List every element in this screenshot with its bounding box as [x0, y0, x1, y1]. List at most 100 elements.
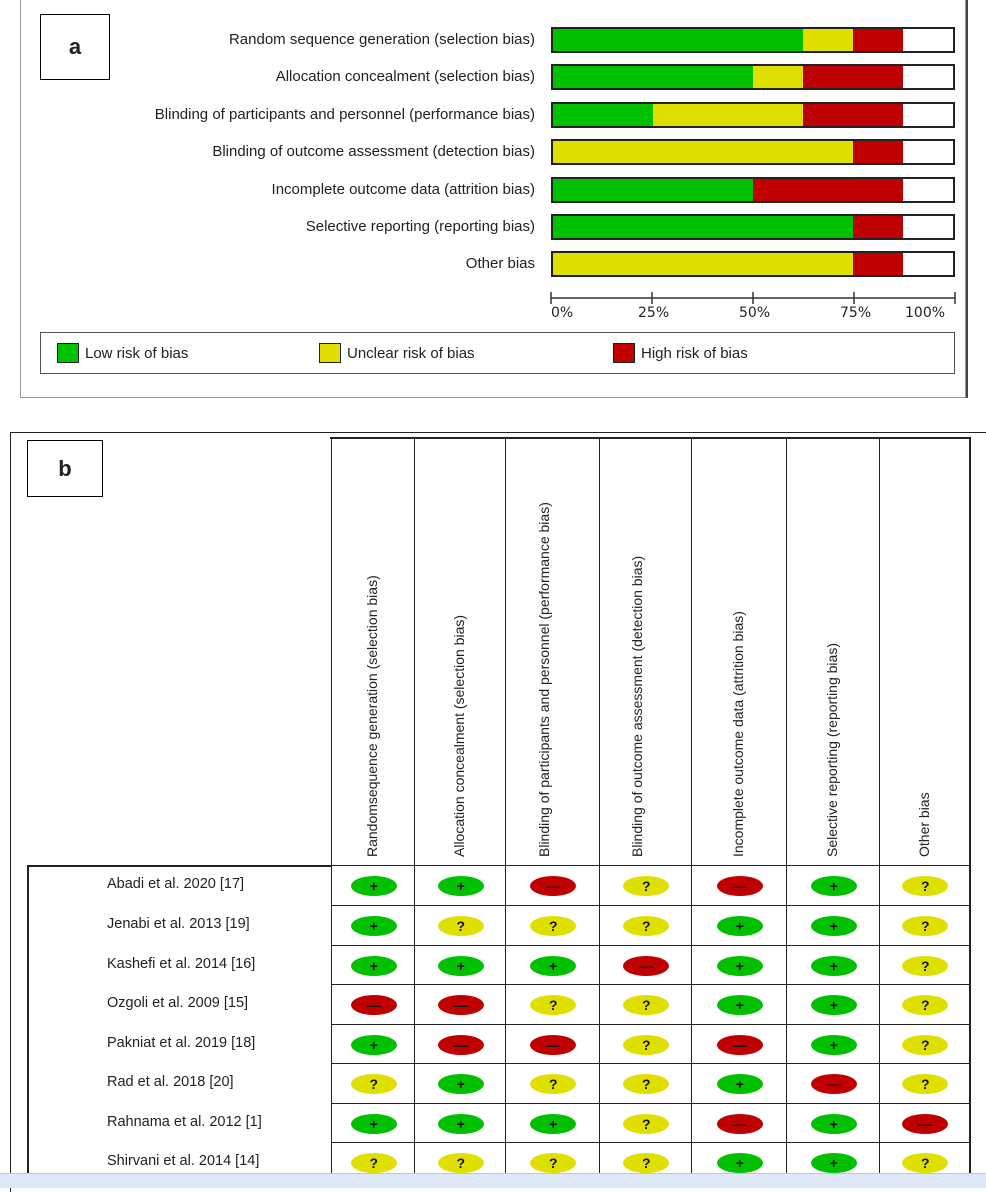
rating-cell: ? [414, 1142, 507, 1184]
bar-segment-unclear [553, 141, 853, 164]
rating-cell: ? [879, 984, 971, 1026]
low-risk-icon: + [437, 1113, 484, 1134]
rating-cell: + [786, 984, 881, 1026]
unclear-risk-icon: ? [350, 1074, 397, 1095]
rating-cell: + [786, 945, 881, 986]
panel-b [10, 432, 986, 1192]
low-risk-icon: + [350, 916, 397, 937]
rating-cell: + [691, 1063, 788, 1105]
unclear-risk-icon: ? [623, 1113, 670, 1134]
stacked-bar [551, 214, 955, 240]
legend-swatch [57, 343, 79, 363]
low-risk-icon: + [810, 1113, 857, 1134]
column-header-label: Blinding of participants and personnel (… [535, 502, 552, 857]
bar-segment-low [553, 103, 653, 126]
column-header-label: Randomsequence generation (selection bia… [364, 575, 380, 857]
rating-cell: + [786, 865, 881, 907]
rating-cell: + [786, 1024, 881, 1065]
study-label: Kashefi et al. 2014 [16] [107, 956, 256, 972]
domain-label: Blinding of participants and personnel (… [154, 105, 535, 123]
window-bottom-strip [0, 1173, 986, 1188]
study-label: Rahnama et al. 2012 [1] [107, 1114, 262, 1130]
legend-label: High risk of bias [641, 344, 748, 362]
rating-cell: + [786, 905, 881, 947]
rating-cell: ? [414, 905, 507, 947]
study-label: Shirvani et al. 2014 [14] [107, 1153, 260, 1169]
bar-segment-high [853, 253, 903, 276]
bar-segment-high [753, 178, 903, 201]
rating-cell: ? [599, 905, 693, 947]
low-risk-icon: + [810, 1153, 857, 1174]
bar-segment-high [853, 141, 903, 164]
rating-cell: ? [599, 865, 693, 907]
bar-segment-unclear [753, 66, 803, 89]
low-risk-icon: + [530, 955, 577, 976]
unclear-risk-icon: ? [902, 955, 949, 976]
column-header: Other bias [879, 437, 969, 865]
unclear-risk-icon: ? [530, 1074, 577, 1095]
high-risk-icon: — [437, 995, 484, 1016]
rating-cell: + [691, 984, 788, 1026]
low-risk-icon: + [810, 1034, 857, 1055]
bar-segment-low [553, 66, 753, 89]
low-risk-icon: + [716, 1074, 763, 1095]
column-header: Incomplete outcome data (attrition bias) [691, 437, 786, 865]
rating-cell: — [879, 1103, 971, 1144]
rating-cell: ? [505, 905, 601, 947]
domain-label: Blinding of outcome assessment (detectio… [212, 143, 535, 161]
unclear-risk-icon: ? [623, 916, 670, 937]
rating-cell: ? [599, 1063, 693, 1105]
rating-cell: + [331, 1103, 416, 1144]
bar-segment-unclear [803, 29, 853, 51]
unclear-risk-icon: ? [902, 876, 949, 897]
low-risk-icon: + [350, 876, 397, 897]
rating-cell: ? [505, 1142, 601, 1184]
bar-segment-low [553, 29, 803, 51]
unclear-risk-icon: ? [437, 916, 484, 937]
rating-cell: + [786, 1142, 881, 1184]
low-risk-icon: + [716, 1153, 763, 1174]
high-risk-icon: — [716, 876, 763, 897]
unclear-risk-icon: ? [437, 1153, 484, 1174]
rating-cell: ? [879, 905, 971, 947]
high-risk-icon: — [810, 1074, 857, 1095]
rating-cell: — [505, 1024, 601, 1065]
rating-cell: — [414, 984, 507, 1026]
column-header-label: Incomplete outcome data (attrition bias) [730, 611, 746, 857]
rating-cell: + [691, 1142, 788, 1184]
unclear-risk-icon: ? [623, 1034, 670, 1055]
bar-segment-high [853, 216, 903, 238]
study-label: Rad et al. 2018 [20] [107, 1074, 234, 1090]
low-risk-icon: + [530, 1113, 577, 1134]
legend-swatch [613, 343, 635, 363]
high-risk-icon: — [437, 1034, 484, 1055]
rating-cell: + [414, 865, 507, 907]
x-tick-label: 75% [840, 305, 872, 321]
legend-label: Unclear risk of bias [347, 344, 475, 362]
rating-cell: + [505, 945, 601, 986]
study-label: Jenabi et al. 2013 [19] [107, 916, 250, 932]
unclear-risk-icon: ? [623, 1153, 670, 1174]
high-risk-icon: — [716, 1034, 763, 1055]
x-tick-label: 100% [905, 305, 946, 321]
rating-cell: ? [599, 1142, 693, 1184]
legend-item: Low risk of bias [57, 343, 188, 363]
legend-item: High risk of bias [613, 343, 748, 363]
grid-right-border [969, 437, 971, 1177]
column-header-label: Allocation concealment (selection bias) [451, 614, 467, 857]
x-tick-label: 0% [551, 305, 574, 321]
column-header: Randomsequence generation (selection bia… [331, 437, 414, 865]
stacked-bar [551, 139, 955, 166]
rating-cell: ? [505, 1063, 601, 1105]
rating-cell: — [505, 865, 601, 907]
column-header: Allocation concealment (selection bias) [414, 437, 505, 865]
rating-cell: — [786, 1063, 881, 1105]
rating-cell: + [331, 865, 416, 907]
low-risk-icon: + [810, 995, 857, 1016]
panel-b-label: b [27, 440, 103, 497]
low-risk-icon: + [350, 1034, 397, 1055]
rating-cell: ? [331, 1142, 416, 1184]
study-box-left [27, 865, 29, 1175]
rating-cell: + [414, 945, 507, 986]
low-risk-icon: + [716, 995, 763, 1016]
